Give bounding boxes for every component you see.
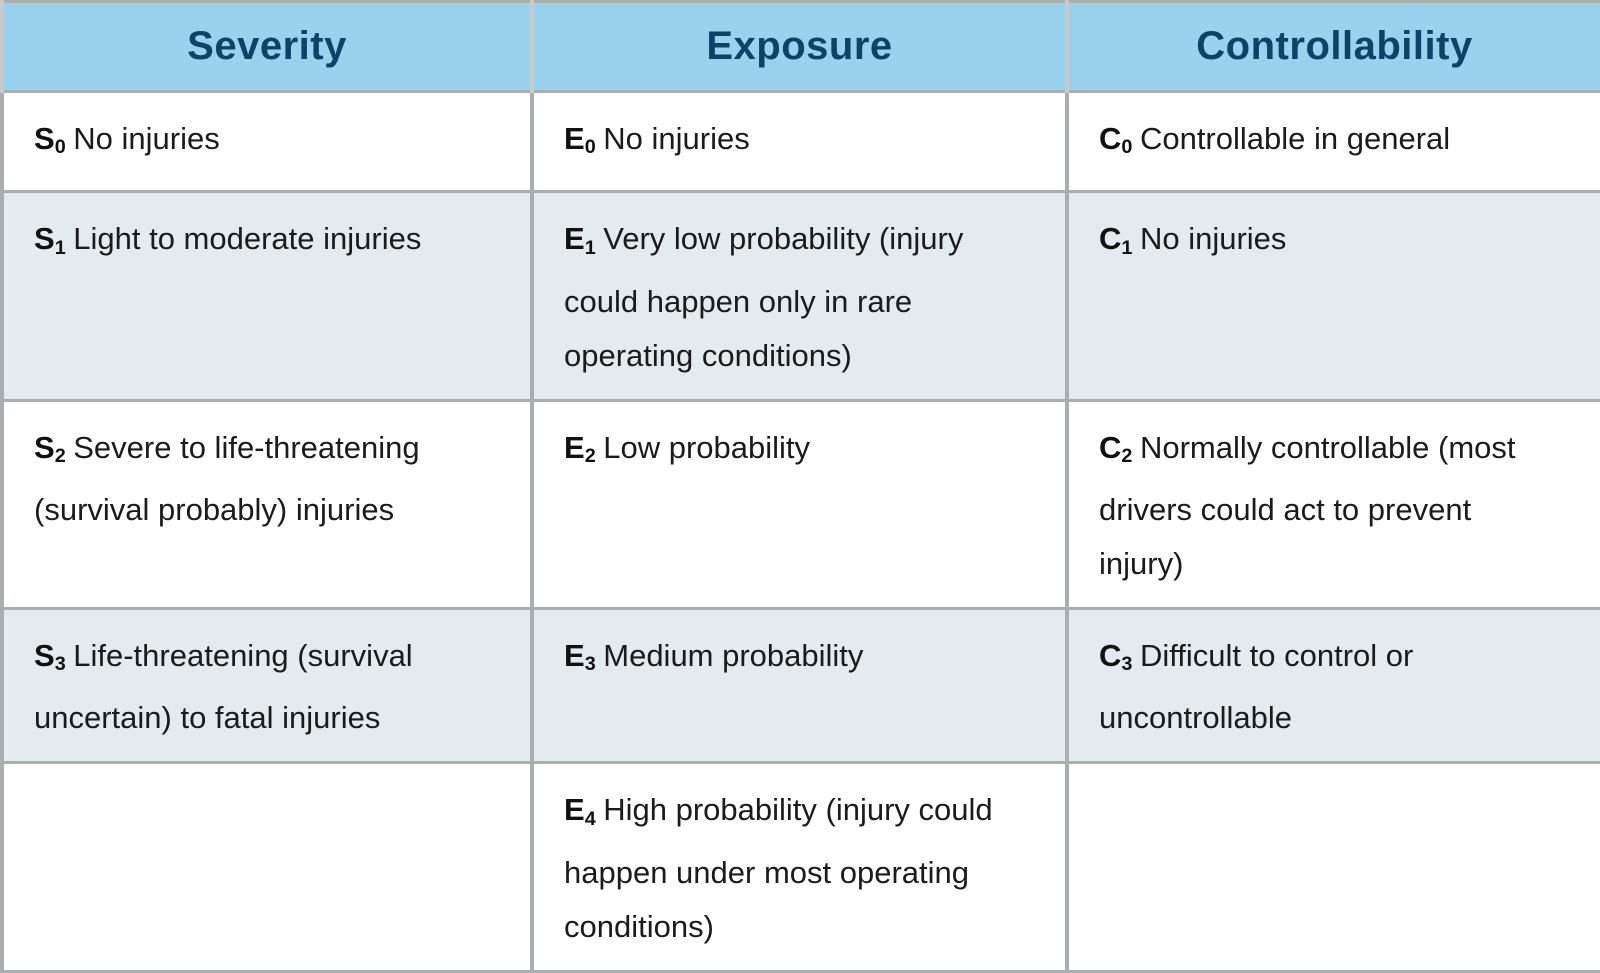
cell-empty-controllability <box>1065 761 1600 973</box>
level-description: No injuries <box>73 121 220 156</box>
level-subscript: 0 <box>584 136 596 159</box>
cell-s3: S3 Life-threatening (survival uncertain) … <box>0 607 534 765</box>
level-subscript: 2 <box>54 445 66 468</box>
level-subscript: 3 <box>54 653 66 676</box>
cell-empty-severity <box>0 761 534 973</box>
level-code: E <box>564 792 585 828</box>
level-code: S <box>34 221 55 257</box>
level-subscript: 2 <box>1121 445 1133 468</box>
level-code: E <box>564 638 585 674</box>
column-header-severity: Severity <box>0 0 534 93</box>
level-description: Medium probability <box>603 638 864 674</box>
table-row: E4 High probability (injury could happen … <box>0 761 1600 973</box>
level-subscript: 1 <box>54 236 66 259</box>
level-code: S <box>34 121 55 156</box>
table-row: S2 Severe to life-threatening (survival p… <box>0 398 1600 611</box>
cell-e2: E2 Low probability <box>530 398 1069 611</box>
column-header-exposure: Exposure <box>530 0 1069 93</box>
cell-e4: E4 High probability (injury could happen … <box>530 761 1069 973</box>
level-subscript: 3 <box>1121 653 1133 676</box>
level-subscript: 4 <box>584 807 596 830</box>
level-description: High probability (injury could happen un… <box>564 792 993 944</box>
level-code: E <box>564 221 585 257</box>
level-code: C <box>1099 638 1122 674</box>
cell-e0: E0 No injuries <box>530 89 1069 194</box>
table-row: S3 Life-threatening (survival uncertain) … <box>0 607 1600 765</box>
cell-c3: C3 Difficult to control or uncontrollable <box>1065 607 1600 765</box>
cell-c2: C2 Normally controllable (most drivers co… <box>1065 398 1600 611</box>
cell-c0: C0 Controllable in general <box>1065 89 1600 194</box>
level-description: Very low probability (injury could happe… <box>564 221 964 373</box>
level-subscript: 0 <box>1121 136 1133 159</box>
level-code: E <box>564 429 585 465</box>
table-row: S1 Light to moderate injuries E1 Very low … <box>0 190 1600 402</box>
level-subscript: 1 <box>1121 236 1133 259</box>
cell-e1: E1 Very low probability (injury could hap… <box>530 190 1069 402</box>
cell-s1: S1 Light to moderate injuries <box>0 190 534 402</box>
level-description: No injuries <box>603 121 750 156</box>
level-code: S <box>34 429 55 465</box>
level-description: Severe to life-threatening (survival pro… <box>34 429 420 528</box>
level-description: Life-threatening (survival uncertain) to… <box>34 638 413 736</box>
cell-c1: C1 No injuries <box>1065 190 1600 402</box>
level-code: E <box>564 121 585 156</box>
level-subscript: 2 <box>584 445 596 468</box>
level-code: C <box>1099 221 1122 257</box>
level-code: C <box>1099 429 1122 465</box>
level-description: No injuries <box>1139 221 1287 257</box>
cell-s2: S2 Severe to life-threatening (survival p… <box>0 398 534 611</box>
level-description: Controllable in general <box>1139 121 1451 156</box>
cell-s0: S0 No injuries <box>0 89 534 194</box>
level-description: Difficult to control or uncontrollable <box>1099 638 1414 736</box>
level-description: Normally controllable (most drivers coul… <box>1099 429 1516 582</box>
level-subscript: 1 <box>584 236 596 259</box>
level-code: S <box>34 638 55 674</box>
level-subscript: 3 <box>584 653 596 676</box>
header-row: Severity Exposure Controllability <box>0 0 1600 93</box>
table-row: S0 No injuries E0 No injuries C0 Controllab… <box>0 89 1600 194</box>
level-description: Light to moderate injuries <box>73 221 422 257</box>
level-code: C <box>1099 121 1122 156</box>
level-subscript: 0 <box>54 136 66 159</box>
level-description: Low probability <box>603 429 811 465</box>
column-header-controllability: Controllability <box>1065 0 1600 93</box>
cell-e3: E3 Medium probability <box>530 607 1069 765</box>
